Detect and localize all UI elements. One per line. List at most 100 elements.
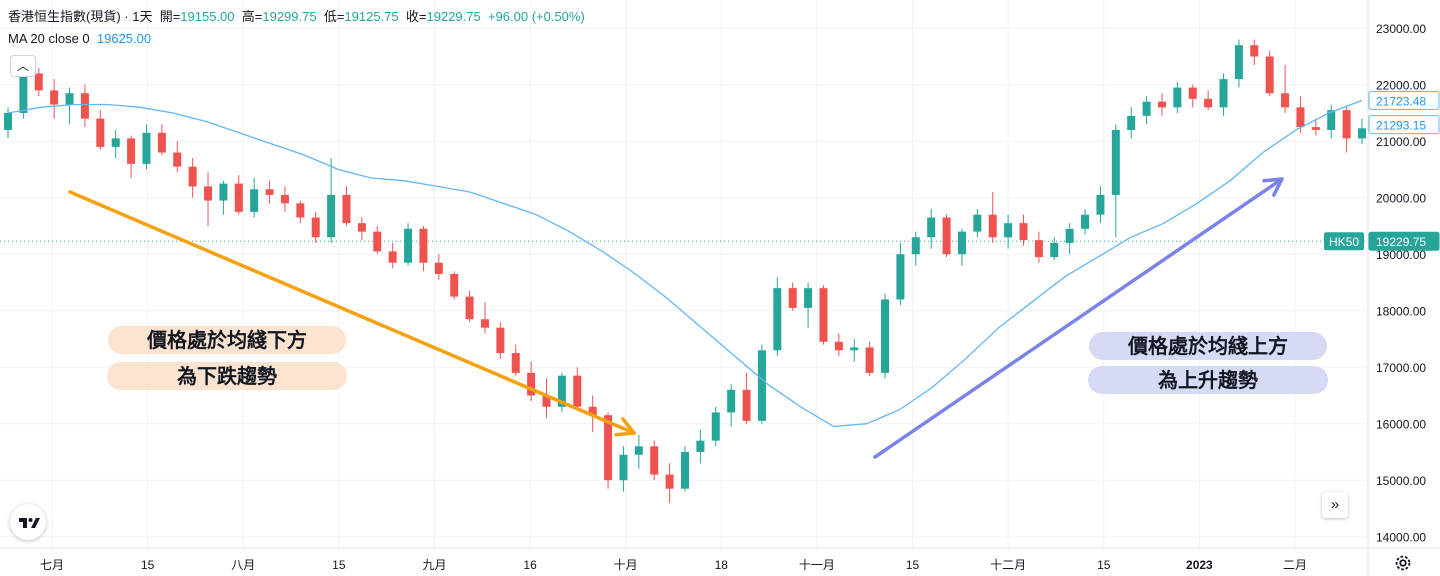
- candle[interactable]: [727, 384, 736, 427]
- candle[interactable]: [480, 302, 489, 334]
- candle[interactable]: [1096, 186, 1105, 224]
- candle[interactable]: [357, 217, 366, 241]
- candle[interactable]: [604, 412, 613, 489]
- candle[interactable]: [1342, 107, 1351, 153]
- uptrend-arrow[interactable]: [873, 177, 1284, 459]
- double-chevron-right-icon[interactable]: »: [1322, 492, 1348, 518]
- candle[interactable]: [1265, 50, 1274, 97]
- candle[interactable]: [1004, 214, 1013, 249]
- candle[interactable]: [465, 290, 474, 323]
- candle[interactable]: [1188, 84, 1197, 108]
- candle[interactable]: [527, 361, 536, 402]
- candle[interactable]: [1250, 39, 1259, 65]
- candle[interactable]: [711, 406, 720, 447]
- candle[interactable]: [557, 372, 566, 413]
- candle[interactable]: [173, 141, 182, 173]
- tradingview-logo-icon[interactable]: [10, 504, 46, 540]
- candle[interactable]: [434, 254, 443, 280]
- candle[interactable]: [34, 67, 43, 97]
- candle[interactable]: [911, 231, 920, 266]
- symbol-name[interactable]: 香港恒生指數(現貨): [8, 9, 121, 24]
- chevron-up-icon[interactable]: ︿: [10, 55, 36, 77]
- candle[interactable]: [496, 322, 505, 359]
- candle[interactable]: [1281, 64, 1290, 113]
- candle[interactable]: [1019, 214, 1028, 246]
- candle[interactable]: [96, 110, 105, 150]
- gear-icon[interactable]: [1392, 552, 1414, 574]
- candle[interactable]: [327, 158, 336, 243]
- candle[interactable]: [388, 242, 397, 269]
- candle[interactable]: [804, 282, 813, 328]
- downtrend-arrow[interactable]: [68, 190, 636, 437]
- candle[interactable]: [1111, 124, 1120, 238]
- candle[interactable]: [927, 209, 936, 249]
- candle[interactable]: [896, 242, 905, 306]
- candle[interactable]: [819, 285, 828, 345]
- candle[interactable]: [157, 124, 166, 156]
- candle[interactable]: [188, 158, 197, 198]
- candle[interactable]: [1173, 81, 1182, 113]
- candle[interactable]: [419, 225, 428, 272]
- candle[interactable]: [80, 84, 89, 128]
- candle[interactable]: [127, 135, 136, 178]
- candle[interactable]: [450, 271, 459, 300]
- candle[interactable]: [1219, 73, 1228, 116]
- candle[interactable]: [1311, 118, 1320, 136]
- candle[interactable]: [850, 338, 859, 362]
- candle[interactable]: [511, 344, 520, 376]
- candle[interactable]: [142, 124, 151, 170]
- candle[interactable]: [942, 214, 951, 258]
- candle[interactable]: [788, 282, 797, 311]
- candle[interactable]: [742, 372, 751, 424]
- candle[interactable]: [1081, 209, 1090, 235]
- candle[interactable]: [619, 446, 628, 492]
- candle[interactable]: [988, 192, 997, 243]
- candle[interactable]: [834, 333, 843, 356]
- candle[interactable]: [542, 378, 551, 419]
- candle[interactable]: [204, 172, 213, 226]
- candle[interactable]: [1157, 93, 1166, 116]
- candle[interactable]: [1034, 231, 1043, 263]
- candle[interactable]: [757, 344, 766, 424]
- candle[interactable]: [50, 79, 59, 119]
- candle[interactable]: [973, 209, 982, 238]
- candle[interactable]: [404, 223, 413, 266]
- candle[interactable]: [219, 180, 228, 215]
- candle[interactable]: [311, 211, 320, 243]
- candle[interactable]: [681, 446, 689, 492]
- uptrend-label-1[interactable]: 價格處於均綫上方: [1089, 332, 1327, 360]
- candle[interactable]: [342, 186, 351, 226]
- candle[interactable]: [280, 186, 289, 212]
- candle[interactable]: [573, 367, 582, 410]
- ma-line[interactable]: [7, 99, 1363, 428]
- candle[interactable]: [296, 200, 305, 224]
- candle[interactable]: [1327, 104, 1336, 139]
- ma-legend[interactable]: MA 20 close 0 19625.00: [8, 31, 151, 46]
- candle[interactable]: [1234, 39, 1243, 88]
- candle[interactable]: [1050, 237, 1059, 260]
- candle[interactable]: [1127, 107, 1136, 139]
- candle[interactable]: [373, 225, 382, 255]
- candle[interactable]: [865, 341, 874, 376]
- downtrend-label-1[interactable]: 價格處於均綫下方: [108, 326, 346, 354]
- candle[interactable]: [881, 293, 890, 379]
- candle[interactable]: [234, 175, 243, 215]
- interval-label[interactable]: · 1天: [124, 9, 153, 24]
- candle[interactable]: [1142, 96, 1151, 125]
- candle[interactable]: [65, 87, 74, 125]
- candle[interactable]: [773, 276, 782, 356]
- candle[interactable]: [1296, 96, 1305, 133]
- candle[interactable]: [111, 129, 120, 159]
- candle[interactable]: [1065, 223, 1074, 255]
- candle[interactable]: [250, 177, 259, 218]
- downtrend-label-2[interactable]: 為下跌趨勢: [107, 362, 347, 390]
- candle[interactable]: [665, 463, 674, 503]
- candle[interactable]: [1204, 90, 1213, 111]
- candle[interactable]: [634, 435, 643, 469]
- uptrend-label-2[interactable]: 為上升趨勢: [1088, 366, 1328, 394]
- candle[interactable]: [696, 429, 705, 464]
- candle[interactable]: [1358, 118, 1366, 145]
- candle[interactable]: [265, 180, 274, 204]
- candle[interactable]: [650, 440, 659, 481]
